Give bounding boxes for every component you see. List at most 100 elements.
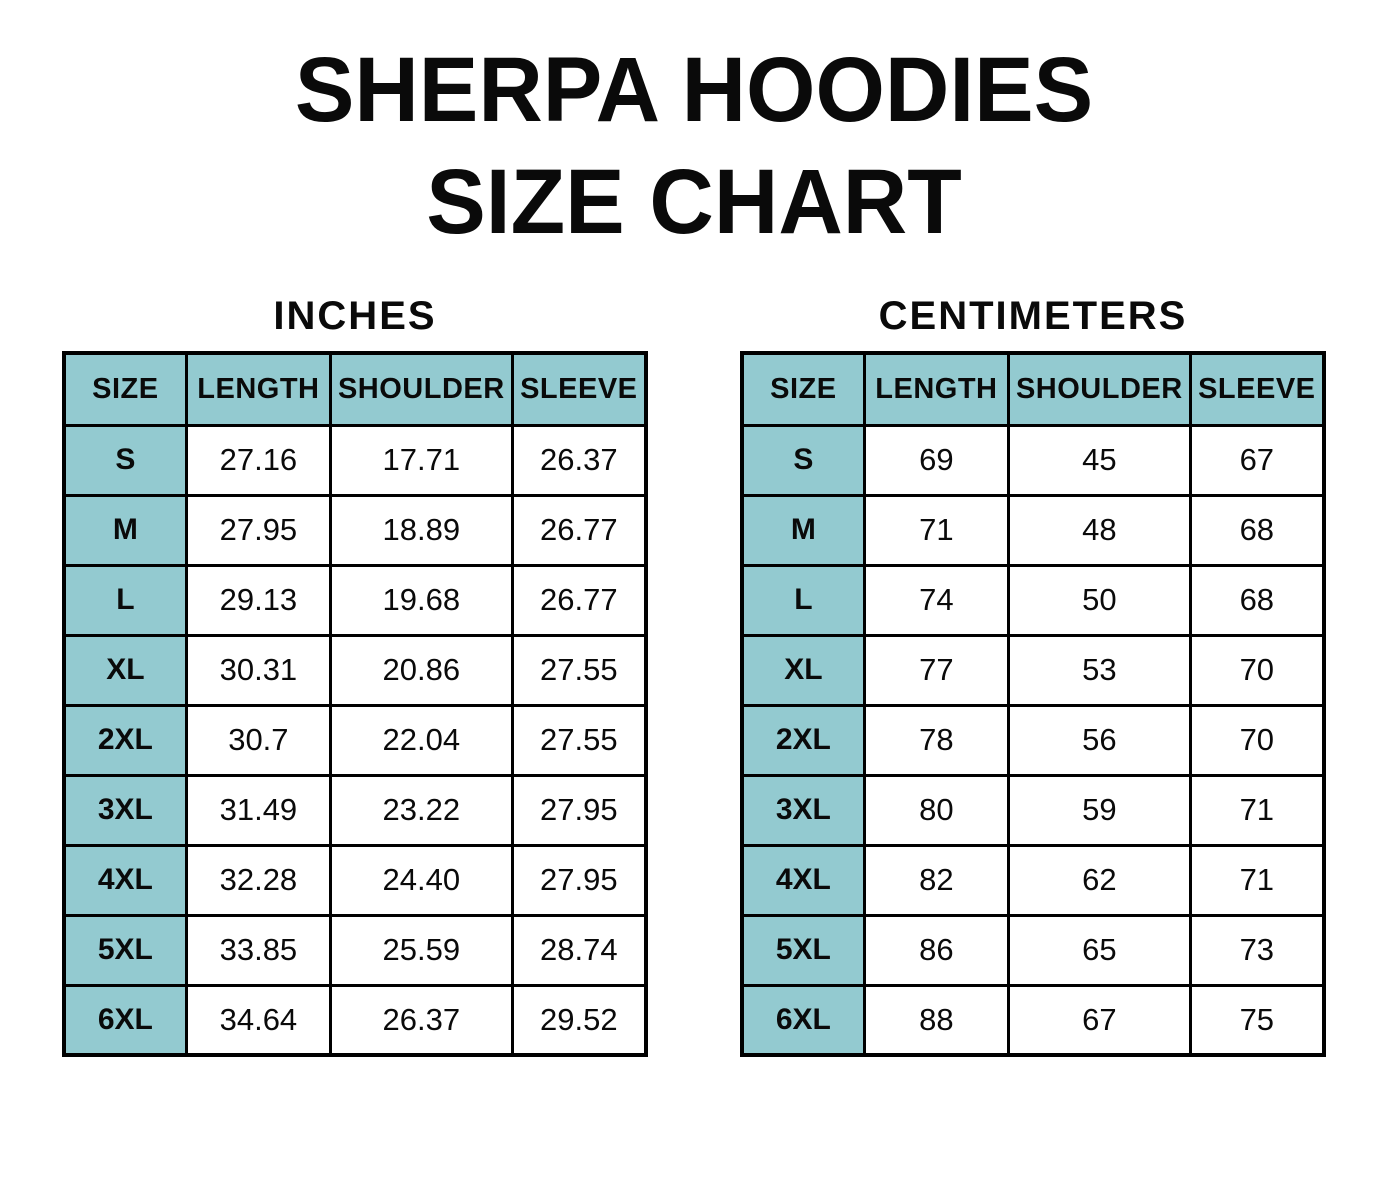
centimeters-header-length: LENGTH	[862, 351, 1011, 427]
inches-label: INCHES	[273, 294, 437, 339]
value-cell: 20.86	[329, 633, 514, 707]
value-cell: 26.37	[510, 423, 648, 497]
value-cell: 23.22	[329, 773, 514, 847]
value-cell: 27.55	[510, 633, 648, 707]
centimeters-header-row: SIZE LENGTH SHOULDER SLEEVE	[740, 351, 1326, 427]
value-cell: 68	[1188, 493, 1326, 567]
value-cell: 88	[862, 983, 1011, 1057]
centimeters-size-table: SIZE LENGTH SHOULDER SLEEVE S 69 45 67 M	[740, 351, 1326, 1058]
value-cell: 18.89	[329, 493, 514, 567]
value-cell: 27.95	[184, 493, 333, 567]
value-cell: 70	[1188, 703, 1326, 777]
value-cell: 86	[862, 913, 1011, 987]
value-cell: 33.85	[184, 913, 333, 987]
centimeters-row-s: S 69 45 67	[740, 423, 1326, 497]
inches-size-table: SIZE LENGTH SHOULDER SLEEVE S 27.16 17.7…	[62, 351, 648, 1058]
value-cell: 30.7	[184, 703, 333, 777]
inches-header-size: SIZE	[62, 351, 188, 427]
size-cell: 4XL	[740, 843, 866, 917]
size-cell: 5XL	[740, 913, 866, 987]
size-cell: 3XL	[62, 773, 188, 847]
value-cell: 29.13	[184, 563, 333, 637]
page-title-line1: SHERPA HOODIES	[294, 39, 1094, 141]
centimeters-header-sleeve: SLEEVE	[1188, 351, 1326, 427]
tables-row: INCHES SIZE LENGTH SHOULDER SLEEVE S	[0, 294, 1388, 1058]
size-cell: 2XL	[740, 703, 866, 777]
value-cell: 69	[862, 423, 1011, 497]
centimeters-row-2xl: 2XL 78 56 70	[740, 703, 1326, 777]
value-cell: 67	[1188, 423, 1326, 497]
centimeters-table-section: CENTIMETERS SIZE LENGTH SHOULDER SLEEVE …	[740, 294, 1326, 1058]
inches-header-shoulder: SHOULDER	[329, 351, 514, 427]
value-cell: 80	[862, 773, 1011, 847]
value-cell: 26.37	[329, 983, 514, 1057]
centimeters-row-xl: XL 77 53 70	[740, 633, 1326, 707]
value-cell: 62	[1007, 843, 1192, 917]
size-cell: S	[62, 423, 188, 497]
value-cell: 68	[1188, 563, 1326, 637]
value-cell: 74	[862, 563, 1011, 637]
size-cell: L	[62, 563, 188, 637]
size-cell: XL	[740, 633, 866, 707]
centimeters-row-5xl: 5XL 86 65 73	[740, 913, 1326, 987]
centimeters-row-m: M 71 48 68	[740, 493, 1326, 567]
value-cell: 29.52	[510, 983, 648, 1057]
inches-row-l: L 29.13 19.68 26.77	[62, 563, 648, 637]
inches-row-3xl: 3XL 31.49 23.22 27.95	[62, 773, 648, 847]
value-cell: 27.55	[510, 703, 648, 777]
value-cell: 59	[1007, 773, 1192, 847]
inches-row-5xl: 5XL 33.85 25.59 28.74	[62, 913, 648, 987]
value-cell: 50	[1007, 563, 1192, 637]
value-cell: 27.95	[510, 773, 648, 847]
value-cell: 26.77	[510, 563, 648, 637]
size-cell: 3XL	[740, 773, 866, 847]
centimeters-label: CENTIMETERS	[878, 294, 1188, 339]
inches-row-2xl: 2XL 30.7 22.04 27.55	[62, 703, 648, 777]
size-cell: 5XL	[62, 913, 188, 987]
size-cell: L	[740, 563, 866, 637]
value-cell: 31.49	[184, 773, 333, 847]
value-cell: 73	[1188, 913, 1326, 987]
size-cell: 6XL	[62, 983, 188, 1057]
size-cell: XL	[62, 633, 188, 707]
inches-header-length: LENGTH	[184, 351, 333, 427]
value-cell: 56	[1007, 703, 1192, 777]
value-cell: 78	[862, 703, 1011, 777]
value-cell: 27.16	[184, 423, 333, 497]
value-cell: 70	[1188, 633, 1326, 707]
value-cell: 48	[1007, 493, 1192, 567]
value-cell: 75	[1188, 983, 1326, 1057]
value-cell: 67	[1007, 983, 1192, 1057]
inches-header-sleeve: SLEEVE	[510, 351, 648, 427]
inches-row-6xl: 6XL 34.64 26.37 29.52	[62, 983, 648, 1057]
value-cell: 30.31	[184, 633, 333, 707]
size-cell: 2XL	[62, 703, 188, 777]
centimeters-row-6xl: 6XL 88 67 75	[740, 983, 1326, 1057]
value-cell: 65	[1007, 913, 1192, 987]
size-cell: 6XL	[740, 983, 866, 1057]
value-cell: 53	[1007, 633, 1192, 707]
value-cell: 32.28	[184, 843, 333, 917]
value-cell: 77	[862, 633, 1011, 707]
inches-table-section: INCHES SIZE LENGTH SHOULDER SLEEVE S	[62, 294, 648, 1058]
value-cell: 71	[1188, 773, 1326, 847]
value-cell: 45	[1007, 423, 1192, 497]
size-cell: S	[740, 423, 866, 497]
inches-row-s: S 27.16 17.71 26.37	[62, 423, 648, 497]
value-cell: 25.59	[329, 913, 514, 987]
value-cell: 17.71	[329, 423, 514, 497]
centimeters-row-3xl: 3XL 80 59 71	[740, 773, 1326, 847]
value-cell: 34.64	[184, 983, 333, 1057]
value-cell: 82	[862, 843, 1011, 917]
value-cell: 28.74	[510, 913, 648, 987]
inches-row-m: M 27.95 18.89 26.77	[62, 493, 648, 567]
value-cell: 26.77	[510, 493, 648, 567]
value-cell: 19.68	[329, 563, 514, 637]
value-cell: 27.95	[510, 843, 648, 917]
centimeters-row-l: L 74 50 68	[740, 563, 1326, 637]
inches-header-row: SIZE LENGTH SHOULDER SLEEVE	[62, 351, 648, 427]
size-cell: 4XL	[62, 843, 188, 917]
inches-row-4xl: 4XL 32.28 24.40 27.95	[62, 843, 648, 917]
value-cell: 71	[862, 493, 1011, 567]
